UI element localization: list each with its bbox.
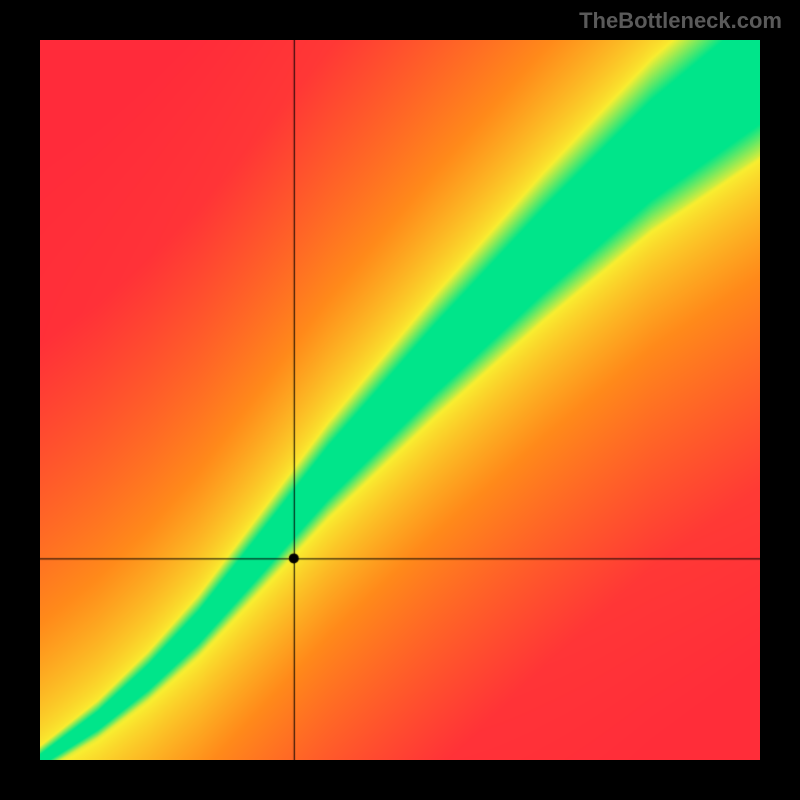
heatmap-canvas (40, 40, 760, 760)
plot-area (40, 40, 760, 760)
chart-container: TheBottleneck.com (0, 0, 800, 800)
watermark-text: TheBottleneck.com (579, 8, 782, 34)
